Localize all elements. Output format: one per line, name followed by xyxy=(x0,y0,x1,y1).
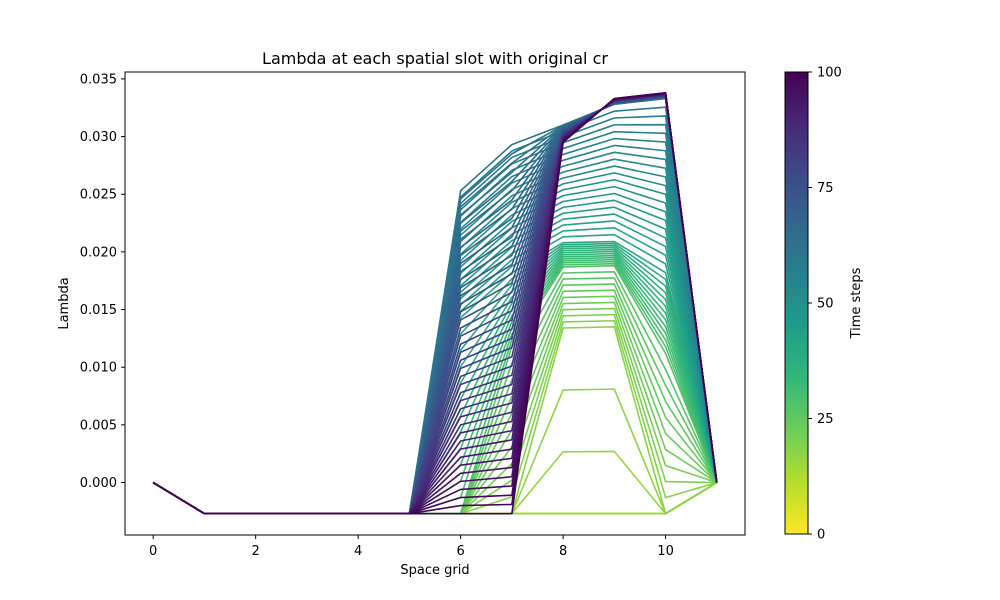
y-tick-label: 0.020 xyxy=(80,245,117,260)
colorbar-tick-label: 100 xyxy=(817,66,842,81)
y-tick-label: 0.025 xyxy=(80,188,117,203)
x-tick-label: 4 xyxy=(354,544,362,559)
series-line-t100 xyxy=(152,91,718,515)
colorbar xyxy=(784,71,809,535)
x-axis-ticks: 0 2 4 6 8 10 xyxy=(149,535,674,559)
x-tick-label: 8 xyxy=(559,544,567,559)
x-axis-label: Space grid xyxy=(400,563,469,578)
colorbar-ticks: 0 25 50 75 100 xyxy=(808,66,842,543)
plot-lines xyxy=(152,91,718,515)
colorbar-label: Time steps xyxy=(849,267,864,339)
y-tick-label: 0.000 xyxy=(80,476,117,491)
chart-title: Lambda at each spatial slot with origina… xyxy=(262,49,608,68)
y-tick-label: 0.015 xyxy=(80,303,117,318)
plot-frame xyxy=(124,71,746,536)
colorbar-tick-label: 0 xyxy=(817,528,825,543)
y-tick-label: 0.035 xyxy=(80,72,117,87)
x-tick-label: 0 xyxy=(149,544,157,559)
y-axis-ticks: 0.000 0.005 0.010 0.015 0.020 0.025 0.030 0.035 xyxy=(80,72,125,491)
x-tick-label: 2 xyxy=(252,544,260,559)
y-tick-label: 0.030 xyxy=(80,130,117,145)
colorbar-tick-label: 25 xyxy=(817,412,834,427)
y-tick-label: 0.010 xyxy=(80,361,117,376)
x-tick-label: 10 xyxy=(657,544,674,559)
x-tick-label: 6 xyxy=(456,544,464,559)
y-tick-label: 0.005 xyxy=(80,418,117,433)
colorbar-tick-label: 50 xyxy=(817,297,834,312)
colorbar-tick-label: 75 xyxy=(817,181,834,196)
y-axis-label: Lambda xyxy=(57,277,72,329)
